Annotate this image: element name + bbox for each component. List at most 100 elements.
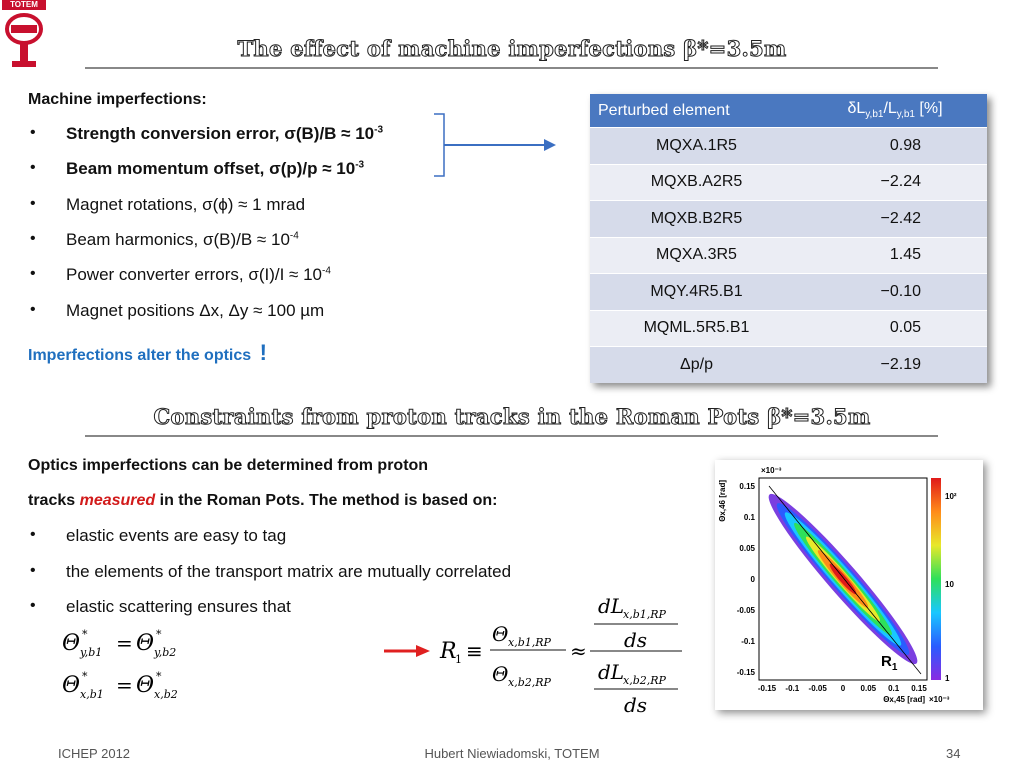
- ratio-formula: R 1 ≡ Θ x,b1,RP Θ x,b2,RP ≈ dL x,b1,RP d…: [439, 594, 682, 717]
- x-tick-label: 0: [841, 684, 846, 693]
- svg-text:Θ: Θ: [136, 673, 154, 698]
- y-tick-label: 0.1: [744, 513, 756, 522]
- value-cell: −2.24: [803, 163, 987, 201]
- y-tick-label: -0.1: [741, 637, 755, 646]
- svg-text:x,b1,RP: x,b1,RP: [508, 636, 552, 649]
- imperfection-text: Power converter errors, σ(I)/I ≈ 10: [66, 265, 323, 285]
- y-axis-label: Θx,46 [rad]: [718, 480, 727, 522]
- ratio-unit: [%]: [914, 100, 943, 118]
- optics-line2-pre: tracks: [28, 492, 80, 509]
- bullet-icon: •: [30, 561, 36, 579]
- bullet-icon: •: [30, 124, 36, 141]
- col-header-element: Perturbed element: [590, 94, 803, 128]
- ratio-symbol: δL: [847, 100, 866, 118]
- bullet-icon: •: [30, 300, 36, 318]
- value-cell: −2.19: [803, 346, 987, 383]
- imperfection-text: Beam harmonics, σ(B)/B ≈ 10: [66, 229, 290, 249]
- perturbation-table-grid: Perturbed element δLy,b1/Ly,b1 [%] MQXA.…: [590, 94, 987, 383]
- x-tick-label: 0.15: [911, 684, 927, 693]
- x-tick-label: -0.15: [758, 684, 777, 693]
- table-row: MQXB.A2R5 −2.24: [590, 163, 987, 201]
- section-divider: [85, 435, 938, 437]
- svg-text:*: *: [82, 670, 88, 683]
- density-contour: [829, 563, 857, 595]
- footer-page-number: 34: [946, 746, 961, 761]
- imperfection-item: Magnet rotations, σ(ϕ) ≈ 1 mrad: [66, 195, 305, 215]
- bullet-icon: •: [30, 597, 36, 614]
- scatter-density: [768, 493, 918, 665]
- svg-text:x,b2,RP: x,b2,RP: [623, 674, 667, 687]
- svg-text:R: R: [439, 639, 457, 664]
- svg-text:1: 1: [455, 653, 462, 666]
- logo-emblem-icon: [5, 13, 43, 67]
- svg-text:Θ: Θ: [492, 662, 508, 686]
- imperfection-exponent: -3: [374, 124, 384, 136]
- imperfection-exponent: -4: [289, 230, 299, 242]
- table-row: MQML.5R5.B1 0.05: [590, 309, 987, 347]
- col-header-ratio: δLy,b1/Ly,b1 [%]: [803, 94, 987, 128]
- ratio-sub1: y,b1: [865, 109, 884, 121]
- element-cell: MQY.4R5.B1: [590, 273, 803, 310]
- svg-text:x,b2: x,b2: [154, 688, 178, 701]
- color-scale-bar: [931, 478, 941, 680]
- title-divider: [85, 67, 938, 69]
- table-row: Δp/p −2.19: [590, 346, 987, 383]
- y-tick-label: 0: [751, 575, 756, 584]
- optics-line2-post: in the Roman Pots. The method is based o…: [155, 492, 498, 509]
- z-tick-label: 10²: [945, 492, 957, 501]
- optics-bullet-item: elastic scattering ensures that: [66, 597, 291, 616]
- conclusion-mark: !: [259, 340, 267, 365]
- svg-text:ds: ds: [624, 628, 647, 652]
- svg-text:*: *: [156, 670, 162, 683]
- bullet-icon: •: [30, 159, 36, 177]
- element-cell: MQXA.3R5: [590, 236, 803, 274]
- x-tick-label: -0.1: [785, 684, 799, 693]
- value-cell: −2.42: [803, 200, 987, 237]
- svg-text:=: =: [116, 673, 133, 697]
- optics-bullet-item: the elements of the transport matrix are…: [66, 561, 512, 581]
- bullet-icon: •: [30, 194, 36, 212]
- y-tick-label: 0.15: [739, 482, 755, 491]
- exponent-label-top: ×10⁻³: [761, 466, 782, 475]
- svg-text:dL: dL: [598, 594, 624, 618]
- element-cell: MQXA.1R5: [590, 127, 803, 164]
- z-tick-label: 1: [945, 674, 950, 683]
- svg-text:Θ: Θ: [136, 631, 154, 656]
- correlation-plot-canvas: -0.15 -0.1 -0.05 0 0.05 0.1 0.15 0.15 0.1 0.05 0 -0…: [718, 466, 957, 704]
- table-row: MQY.4R5.B1 −0.10: [590, 273, 987, 310]
- y-tick-label: 0.05: [739, 544, 755, 553]
- plot-label-main: R: [881, 653, 892, 670]
- value-cell: 0.98: [803, 127, 987, 164]
- plot-label-sub: 1: [892, 662, 898, 673]
- svg-text:*: *: [82, 628, 88, 641]
- footer-author: Hubert Niewiadomski, TOTEM: [424, 746, 600, 761]
- imperfection-item: Beam momentum offset, σ(p)/p ≈ 10-3: [66, 159, 364, 179]
- svg-text:x,b1: x,b1: [80, 688, 104, 701]
- bullet-icon: •: [30, 265, 36, 283]
- plot-label-r1: R1: [881, 653, 898, 673]
- ratio-sub2: y,b1: [896, 109, 915, 121]
- y-tick-label: -0.15: [737, 668, 756, 677]
- svg-text:y,b1: y,b1: [79, 646, 102, 659]
- imperfection-text: Beam momentum offset, σ(p)/p ≈ 10: [66, 159, 356, 179]
- red-arrow-icon: [384, 645, 430, 657]
- totem-logo: TOTEM: [2, 0, 46, 70]
- svg-text:ds: ds: [624, 693, 647, 717]
- svg-text:Θ: Θ: [492, 622, 508, 646]
- table-row: MQXA.3R5 1.45: [590, 236, 987, 274]
- fit-line: [768, 485, 922, 675]
- z-tick-label: 10: [945, 580, 954, 589]
- imperfection-exponent: -3: [355, 159, 365, 171]
- svg-text:x,b1,RP: x,b1,RP: [623, 608, 667, 621]
- svg-text:y,b2: y,b2: [153, 646, 176, 659]
- imperfection-exponent: -4: [322, 265, 331, 277]
- bullet-icon: •: [30, 526, 36, 543]
- imperfection-item: Strength conversion error, σ(B)/B ≈ 10-3: [66, 124, 383, 144]
- optics-line2-emphasis: measured: [79, 492, 156, 509]
- x-tick-label: -0.05: [809, 684, 828, 693]
- element-cell: MQML.5R5.B1: [590, 309, 803, 347]
- optics-line2: tracks measured in the Roman Pots. The m…: [28, 492, 497, 510]
- svg-text:=: =: [116, 631, 133, 655]
- imperfection-item: Power converter errors, σ(I)/I ≈ 10-4: [66, 265, 331, 285]
- optics-bullet-item: elastic events are easy to tag: [66, 526, 287, 545]
